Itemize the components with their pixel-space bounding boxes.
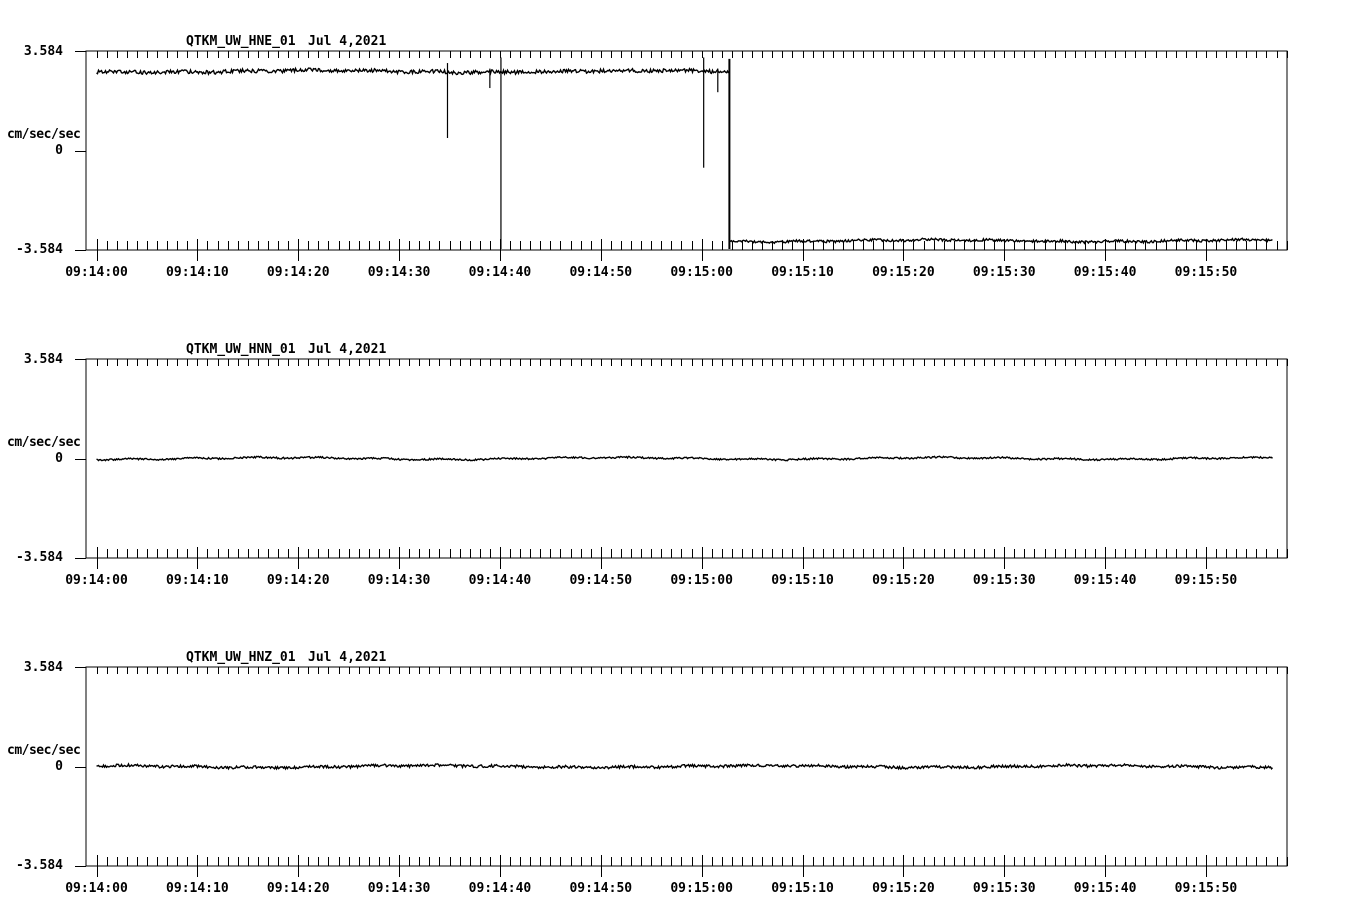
x-tick-label: 09:15:10 <box>771 573 834 588</box>
x-tick-label: 09:14:20 <box>267 881 330 896</box>
x-tick-label: 09:14:50 <box>569 573 632 588</box>
x-tick-label: 09:15:40 <box>1074 881 1137 896</box>
waveform-trace-segment-0 <box>96 762 1273 771</box>
x-tick-label: 09:14:30 <box>368 881 431 896</box>
chart-date-label: Jul 4,2021 <box>308 342 387 357</box>
x-tick-label: 09:15:00 <box>670 881 733 896</box>
x-tick-label: 09:15:50 <box>1175 881 1238 896</box>
y-axis-unit-label: cm/sec/sec <box>7 743 81 758</box>
waveform-plot-hne: 09:14:00 09:14:10 09:14:20 09:14:30 09:14:40… <box>65 50 1288 280</box>
y-tick-label-max: 3.584 <box>23 660 63 675</box>
y-tick-label-min: -3.584 <box>16 550 63 565</box>
y-tick-label-zero: 0 <box>55 143 63 158</box>
x-tick-label: 09:14:10 <box>166 265 229 280</box>
x-tick-label: 09:14:30 <box>368 265 431 280</box>
x-tick-label: 09:15:30 <box>973 881 1036 896</box>
x-tick-label: 09:14:40 <box>469 573 532 588</box>
y-tick-label-zero: 0 <box>55 759 63 774</box>
y-axis-unit-label: cm/sec/sec <box>7 435 81 450</box>
chart-date-label: Jul 4,2021 <box>308 650 387 665</box>
x-tick-label: 09:14:50 <box>569 265 632 280</box>
x-tick-label: 09:14:20 <box>267 265 330 280</box>
waveform-trace-segment-0 <box>96 455 1273 462</box>
x-tick-label: 09:14:40 <box>469 881 532 896</box>
x-tick-label: 09:15:50 <box>1175 265 1238 280</box>
x-tick-label: 09:15:10 <box>771 881 834 896</box>
x-tick-label: 09:14:00 <box>65 881 128 896</box>
waveform-plot-hnn: 09:14:00 09:14:10 09:14:20 09:14:30 09:14:40… <box>65 358 1288 588</box>
x-tick-label: 09:14:50 <box>569 881 632 896</box>
x-tick-label: 09:14:00 <box>65 265 128 280</box>
chart-date-label: Jul 4,2021 <box>308 34 387 49</box>
x-tick-label: 09:15:20 <box>872 881 935 896</box>
y-axis-unit-label: cm/sec/sec <box>7 127 81 142</box>
x-tick-label: 09:14:00 <box>65 573 128 588</box>
waveform-trace-segment-0 <box>96 66 730 77</box>
waveform-trace-segment-1 <box>729 237 1273 245</box>
chart-title: QTKM_UW_HNN_01 <box>186 342 296 357</box>
y-tick-label-min: -3.584 <box>16 242 63 257</box>
chart-title: QTKM_UW_HNE_01 <box>186 34 296 49</box>
x-tick-label: 09:15:00 <box>670 265 733 280</box>
y-tick-label-max: 3.584 <box>23 352 63 367</box>
x-tick-label: 09:14:40 <box>469 265 532 280</box>
x-tick-label: 09:15:40 <box>1074 573 1137 588</box>
plot-frame <box>85 666 1288 867</box>
x-tick-label: 09:14:20 <box>267 573 330 588</box>
x-tick-label: 09:15:40 <box>1074 265 1137 280</box>
waveform-plot-hnz: 09:14:00 09:14:10 09:14:20 09:14:30 09:14:40… <box>65 666 1288 896</box>
x-tick-label: 09:15:10 <box>771 265 834 280</box>
plot-frame <box>85 358 1288 559</box>
x-tick-label: 09:15:20 <box>872 265 935 280</box>
y-tick-label-zero: 0 <box>55 451 63 466</box>
seismogram-panel-hnz: QTKM_UW_HNZ_01 Jul 4,2021 cm/sec/sec 3.5… <box>0 616 1358 924</box>
plot-frame <box>85 50 1288 251</box>
x-tick-label: 09:15:50 <box>1175 573 1238 588</box>
x-tick-label: 09:15:30 <box>973 265 1036 280</box>
chart-title: QTKM_UW_HNZ_01 <box>186 650 296 665</box>
x-tick-label: 09:15:20 <box>872 573 935 588</box>
x-tick-label: 09:15:30 <box>973 573 1036 588</box>
y-tick-label-min: -3.584 <box>16 858 63 873</box>
x-tick-label: 09:15:00 <box>670 573 733 588</box>
seismogram-panel-hne: QTKM_UW_HNE_01 Jul 4,2021 cm/sec/sec 3.5… <box>0 0 1358 308</box>
seismogram-panel-hnn: QTKM_UW_HNN_01 Jul 4,2021 cm/sec/sec 3.5… <box>0 308 1358 616</box>
y-tick-label-max: 3.584 <box>23 44 63 59</box>
x-tick-label: 09:14:10 <box>166 881 229 896</box>
x-tick-label: 09:14:30 <box>368 573 431 588</box>
x-tick-label: 09:14:10 <box>166 573 229 588</box>
